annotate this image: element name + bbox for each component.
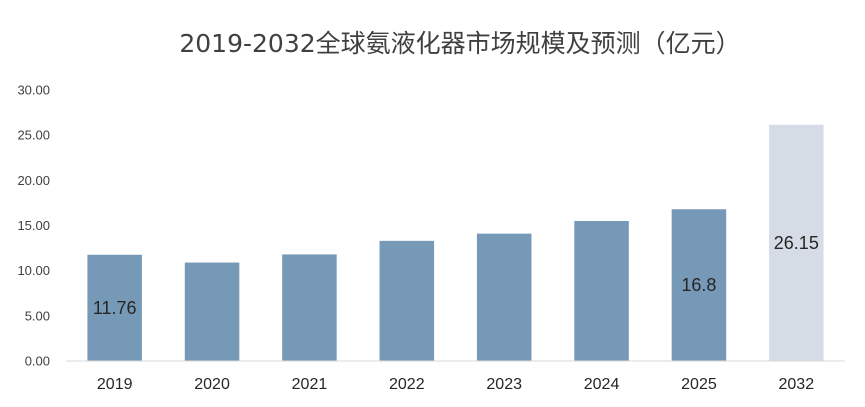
x-tick-label: 2025 <box>681 376 717 393</box>
x-tick-label: 2032 <box>779 376 815 393</box>
data-label-2032: 26.15 <box>774 233 819 253</box>
x-tick-label: 2023 <box>486 376 522 393</box>
chart-title: 2019-2032全球氨液化器市场规模及预测（亿元） <box>179 29 740 58</box>
bars <box>87 124 824 361</box>
x-tick-label: 2021 <box>292 376 328 393</box>
y-tick-label: 0.00 <box>25 354 50 369</box>
y-tick-label: 5.00 <box>25 308 50 323</box>
y-tick-label: 30.00 <box>17 83 50 98</box>
bar-2025 <box>671 209 727 361</box>
x-axis: 2019 2020 2021 2022 2023 2024 2025 2032 <box>66 360 845 393</box>
x-tick-label: 2019 <box>97 376 133 393</box>
bar-2019 <box>87 254 142 361</box>
bar-2032 <box>769 124 824 361</box>
y-tick-label: 25.00 <box>17 128 50 143</box>
bar-2022 <box>379 240 435 361</box>
x-tick-label: 2020 <box>194 376 230 393</box>
y-tick-label: 10.00 <box>17 263 50 278</box>
data-label-2025: 16.8 <box>681 275 716 295</box>
data-labels: 11.76 16.8 26.15 <box>93 233 819 318</box>
x-tick-label: 2024 <box>584 376 620 393</box>
y-tick-label: 15.00 <box>17 218 50 233</box>
bar-2021 <box>282 254 337 361</box>
bar-2023 <box>476 233 532 361</box>
bar-2020 <box>184 262 240 361</box>
x-tick-label: 2022 <box>389 376 425 393</box>
data-label-2019: 11.76 <box>93 298 137 318</box>
y-axis: 0.00 5.00 10.00 15.00 20.00 25.00 30.00 <box>17 83 50 369</box>
y-tick-label: 20.00 <box>17 173 50 188</box>
bar-2024 <box>574 220 629 361</box>
